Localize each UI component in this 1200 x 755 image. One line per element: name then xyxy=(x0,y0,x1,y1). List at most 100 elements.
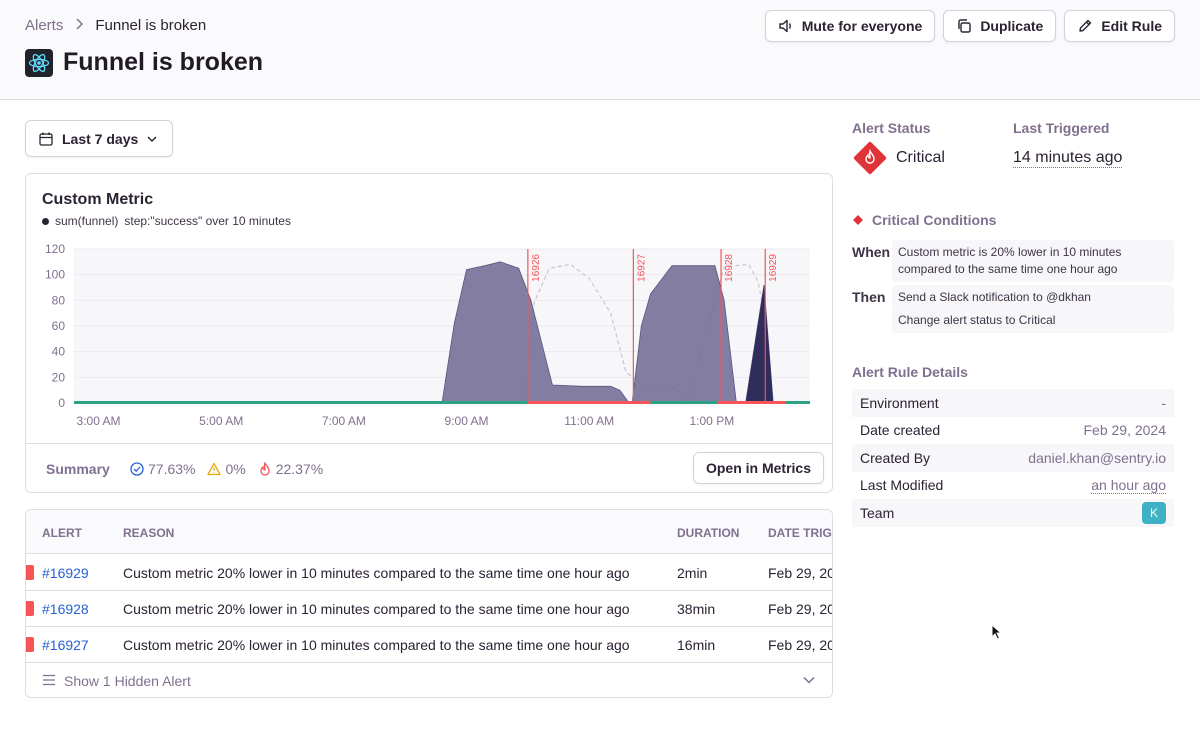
status-band-segment xyxy=(718,401,786,404)
column-header-reason[interactable]: REASON xyxy=(123,526,175,540)
x-tick-label: 11:00 AM xyxy=(564,414,614,428)
detail-row-created-by: Created By daniel.khan@sentry.io xyxy=(852,444,1174,472)
y-tick-label: 0 xyxy=(58,396,65,410)
alert-duration: 2min xyxy=(677,565,708,581)
list-icon xyxy=(43,674,55,686)
then-label: Then xyxy=(852,289,886,305)
summary-critical: 22.37% xyxy=(258,461,323,477)
show-hidden-label: Show 1 Hidden Alert xyxy=(64,673,191,689)
critical-diamond-icon xyxy=(853,215,863,225)
alert-date: Feb 29, 2024 xyxy=(768,601,832,617)
column-header-date-triggered[interactable]: DATE TRIGGERED xyxy=(768,526,832,540)
table-row[interactable]: #16928 Custom metric 20% lower in 10 min… xyxy=(26,591,832,627)
critical-conditions-title: Critical Conditions xyxy=(872,212,997,228)
last-triggered-label: Last Triggered xyxy=(1013,120,1110,136)
check-circle-icon xyxy=(130,462,144,476)
detail-key: Date created xyxy=(860,422,941,439)
incident-label: 16928 xyxy=(724,254,735,282)
breadcrumb-alerts-link[interactable]: Alerts xyxy=(25,17,64,34)
alert-duration: 16min xyxy=(677,637,716,653)
incident-label: 16929 xyxy=(768,254,779,282)
mouse-cursor-icon xyxy=(991,624,1003,640)
when-condition: Custom metric is 20% lower in 10 minutes… xyxy=(892,240,1174,282)
page-header: Alerts Funnel is broken Funnel is broken… xyxy=(0,0,1200,100)
alert-rule-details: Environment - Date created Feb 29, 2024 … xyxy=(852,389,1174,527)
detail-row-team: Team K xyxy=(852,499,1174,527)
alert-status-label: Alert Status xyxy=(852,120,931,136)
summary-resolved: 77.63% xyxy=(130,461,195,477)
y-tick-label: 80 xyxy=(52,293,66,307)
detail-key: Last Modified xyxy=(860,477,944,494)
critical-marker xyxy=(26,565,34,580)
calendar-icon xyxy=(39,132,53,146)
detail-value: Feb 29, 2024 xyxy=(1083,422,1166,439)
legend-dot-icon xyxy=(42,217,49,225)
date-range-label: Last 7 days xyxy=(62,130,139,147)
y-tick-label: 40 xyxy=(52,345,66,359)
critical-conditions-header: Critical Conditions xyxy=(852,212,996,228)
date-range-selector[interactable]: Last 7 days xyxy=(25,120,173,157)
detail-value: - xyxy=(1161,394,1166,411)
summary-resolved-value: 77.63% xyxy=(148,461,196,477)
alert-id-link[interactable]: #16927 xyxy=(42,637,89,653)
latest-series-area xyxy=(745,284,774,403)
edit-rule-button[interactable]: Edit Rule xyxy=(1064,10,1175,42)
when-label: When xyxy=(852,244,891,260)
warning-icon xyxy=(207,462,222,476)
chevron-down-icon xyxy=(803,676,815,684)
column-header-duration[interactable]: DURATION xyxy=(677,526,740,540)
detail-key: Created By xyxy=(860,449,931,466)
chart-summary-bar: Summary 77.63% 0% 22.37% Open in Metrics xyxy=(26,443,832,493)
open-in-metrics-button[interactable]: Open in Metrics xyxy=(692,452,824,484)
legend-query: step:"success" over 10 minutes xyxy=(124,214,291,228)
alert-date: Feb 29, 2024 xyxy=(768,637,832,653)
column-header-alert[interactable]: ALERT xyxy=(42,526,82,540)
incident-label: 16926 xyxy=(531,254,542,282)
chevron-down-icon xyxy=(147,136,157,142)
y-tick-label: 60 xyxy=(52,319,66,333)
chart-title: Custom Metric xyxy=(42,191,154,208)
copy-icon xyxy=(958,19,972,33)
table-row[interactable]: #16929 Custom metric 20% lower in 10 min… xyxy=(26,555,832,591)
x-tick-label: 1:00 PM xyxy=(690,414,735,428)
alert-duration: 38min xyxy=(677,601,716,617)
metric-chart-panel: Custom Metric sum(funnel) step:"success"… xyxy=(25,173,833,493)
show-hidden-alerts-toggle[interactable]: Show 1 Hidden Alert xyxy=(26,662,832,697)
y-tick-label: 120 xyxy=(45,242,65,256)
detail-row-environment: Environment - xyxy=(852,389,1174,417)
detail-row-last-modified: Last Modified an hour ago xyxy=(852,472,1174,500)
alert-id-link[interactable]: #16929 xyxy=(42,565,89,581)
detail-value: daniel.khan@sentry.io xyxy=(1028,449,1166,466)
speaker-mute-icon xyxy=(779,19,791,33)
alert-status-value: Critical xyxy=(896,149,945,166)
table-row[interactable]: #16927 Custom metric 20% lower in 10 min… xyxy=(26,627,832,663)
breadcrumb-current: Funnel is broken xyxy=(95,17,207,34)
duplicate-button[interactable]: Duplicate xyxy=(943,10,1057,42)
alert-reason: Custom metric 20% lower in 10 minutes co… xyxy=(123,637,630,653)
summary-label: Summary xyxy=(46,461,110,477)
fire-icon xyxy=(260,462,270,476)
y-tick-label: 100 xyxy=(45,268,65,282)
y-tick-label: 20 xyxy=(52,370,66,384)
x-tick-label: 7:00 AM xyxy=(322,414,366,428)
legend-metric: sum(funnel) xyxy=(55,214,119,228)
alert-reason: Custom metric 20% lower in 10 minutes co… xyxy=(123,601,630,617)
chart-legend: sum(funnel) step:"success" over 10 minut… xyxy=(42,214,291,228)
detail-key: Team xyxy=(860,504,895,521)
critical-marker xyxy=(26,601,34,616)
summary-critical-value: 22.37% xyxy=(275,461,324,477)
x-tick-label: 3:00 AM xyxy=(77,414,121,428)
status-band-segment xyxy=(785,401,810,404)
detail-row-date-created: Date created Feb 29, 2024 xyxy=(852,417,1174,445)
duplicate-button-label: Duplicate xyxy=(980,18,1044,34)
mute-for-everyone-button[interactable]: Mute for everyone xyxy=(764,10,936,42)
critical-marker xyxy=(26,637,34,652)
metric-area-chart[interactable]: 0 20 40 60 80 100 120 3:00 AM 5:00 AM 7:00 AM 9:00… xyxy=(26,174,832,442)
react-atom-icon xyxy=(25,48,53,77)
pencil-icon xyxy=(1079,19,1092,32)
summary-warning: 0% xyxy=(207,461,246,477)
team-avatar[interactable]: K xyxy=(1142,501,1166,524)
mute-button-label: Mute for everyone xyxy=(801,18,923,34)
alert-id-link[interactable]: #16928 xyxy=(42,601,89,617)
detail-value: an hour ago xyxy=(1091,476,1166,494)
